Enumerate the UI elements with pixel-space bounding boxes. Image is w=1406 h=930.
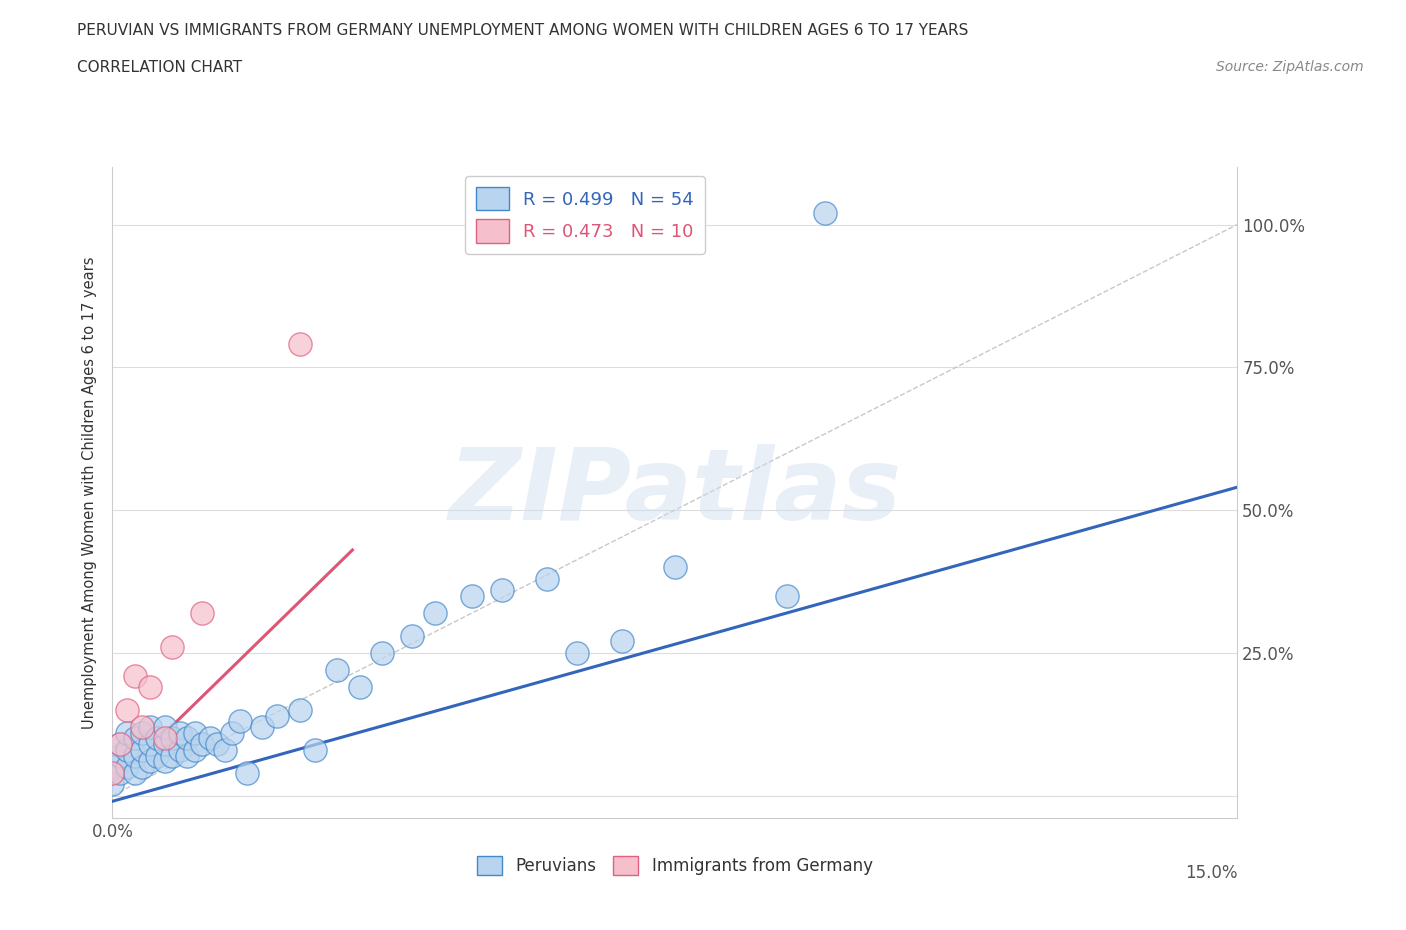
Point [266,708,288,723]
Point [198,731,221,746]
Point [162,640,184,655]
Point [139,737,162,751]
Point [252,720,274,735]
Point [221,725,243,740]
Point [191,737,214,751]
Point [101,765,124,780]
Point [536,571,558,586]
Point [814,206,837,220]
Point [153,720,176,735]
Text: 15.0%: 15.0% [1185,864,1237,882]
Point [169,742,191,757]
Point [304,742,326,757]
Point [567,645,589,660]
Point [162,748,184,763]
Point [124,668,146,683]
Point [153,731,176,746]
Point [207,737,229,751]
Y-axis label: Unemployment Among Women with Children Ages 6 to 17 years: Unemployment Among Women with Children A… [82,257,97,729]
Point [139,754,162,769]
Point [176,748,198,763]
Point [101,777,124,791]
Point [176,731,198,746]
Point [612,634,634,649]
Point [229,714,252,729]
Point [146,731,169,746]
Point [162,731,184,746]
Point [184,742,207,757]
Point [326,662,349,677]
Text: ZIPatlas: ZIPatlas [449,445,901,541]
Point [401,629,423,644]
Text: CORRELATION CHART: CORRELATION CHART [77,60,242,75]
Point [214,742,236,757]
Point [117,742,139,757]
Point [288,337,311,352]
Point [131,760,153,775]
Point [108,737,131,751]
Point [117,702,139,717]
Point [131,725,153,740]
Text: Source: ZipAtlas.com: Source: ZipAtlas.com [1216,60,1364,74]
Point [153,737,176,751]
Point [184,725,207,740]
Point [124,731,146,746]
Legend: Peruvians, Immigrants from Germany: Peruvians, Immigrants from Germany [471,850,879,882]
Point [664,560,686,575]
Point [776,589,799,604]
Point [139,680,162,695]
Point [461,589,484,604]
Point [236,765,259,780]
Point [153,754,176,769]
Point [169,725,191,740]
Point [108,748,131,763]
Point [131,742,153,757]
Point [101,760,124,775]
Point [124,765,146,780]
Point [108,737,131,751]
Point [108,765,131,780]
Point [117,725,139,740]
Text: PERUVIAN VS IMMIGRANTS FROM GERMANY UNEMPLOYMENT AMONG WOMEN WITH CHILDREN AGES : PERUVIAN VS IMMIGRANTS FROM GERMANY UNEM… [77,23,969,38]
Point [371,645,394,660]
Point [146,748,169,763]
Point [191,605,214,620]
Point [491,582,513,597]
Point [349,680,371,695]
Point [288,702,311,717]
Point [139,720,162,735]
Point [131,720,153,735]
Point [124,748,146,763]
Point [117,760,139,775]
Point [423,605,446,620]
